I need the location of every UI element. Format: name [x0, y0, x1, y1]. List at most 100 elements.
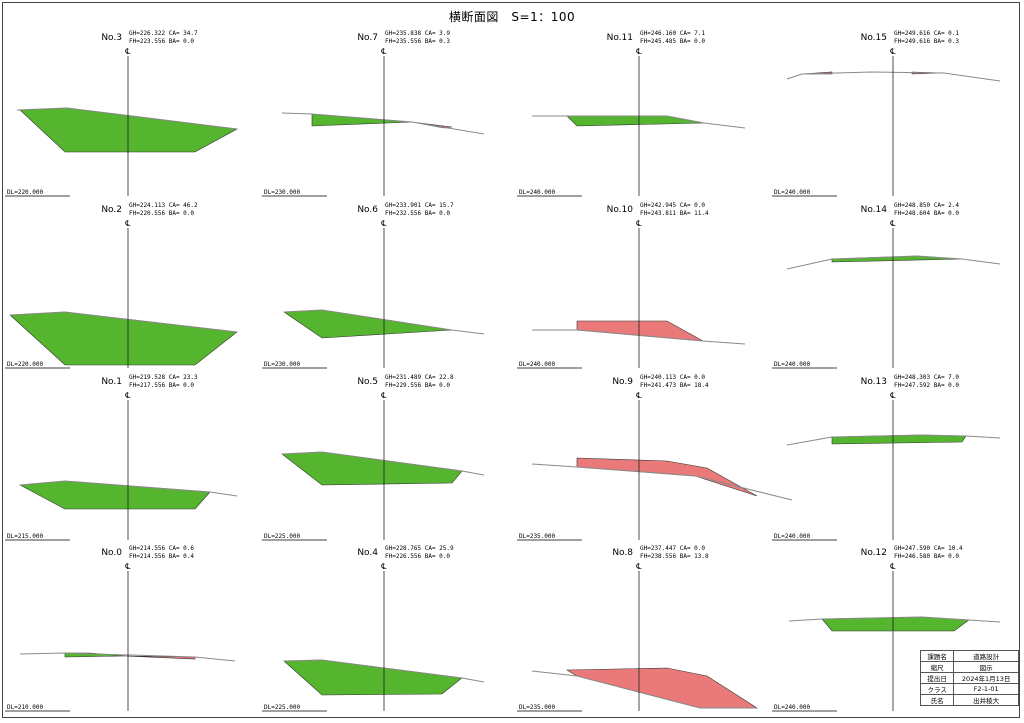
title-block-row: クラス F2-1-01 — [919, 683, 1019, 695]
fh-ba-text: FH=226.556 BA= 0.0 — [385, 553, 450, 560]
gh-ca-text: GH=219.528 CA= 23.3 — [129, 374, 198, 381]
section-no4: No.4 GH=228.765 CA= 25.9FH=226.556 BA= 0.… — [262, 545, 485, 712]
centerline-mark: ℄ — [890, 562, 896, 571]
gh-ca-text: GH=248.303 CA= 7.0 — [894, 374, 959, 381]
fill-area — [9, 311, 238, 366]
section-no1: No.1 GH=219.528 CA= 23.3FH=217.556 BA= 0.… — [5, 374, 238, 541]
datum-label: DL=240.000 — [774, 533, 811, 540]
gh-ca-text: GH=226.322 CA= 34.7 — [129, 30, 198, 37]
fh-ba-text: FH=238.556 BA= 13.8 — [640, 553, 709, 560]
fill-area — [283, 309, 453, 339]
centerline-mark: ℄ — [381, 47, 387, 56]
fill-area — [281, 451, 463, 486]
cut-area — [565, 667, 759, 709]
datum-label: DL=240.000 — [519, 189, 556, 196]
section-no14: No.14 GH=248.850 CA= 2.4FH=248.604 BA= 0.… — [772, 202, 1001, 369]
fh-ba-text: FH=243.811 BA= 11.4 — [640, 210, 709, 217]
title-block-row: 氏名 出井稜大 — [919, 694, 1019, 706]
fill-area — [283, 659, 463, 696]
ground-line — [9, 311, 238, 333]
section-no6: No.6 GH=233.901 CA= 15.7FH=232.556 BA= 0.… — [262, 202, 485, 369]
section-no5: No.5 GH=231.489 CA= 22.8FH=229.556 BA= 0.… — [262, 374, 485, 541]
ground-line — [283, 309, 485, 335]
section-no0: No.0 GH=214.556 CA= 0.6FH=214.556 BA= 0.4… — [5, 545, 236, 712]
ground-line — [786, 255, 1001, 270]
title-block-row: 縮尺 図示 — [919, 661, 1019, 673]
ground-line — [281, 112, 485, 135]
ground-line — [16, 107, 238, 130]
section-no7: No.7 GH=235.838 CA= 3.9FH=235.556 BA= 0.3… — [262, 30, 485, 197]
section-no9: No.9 GH=240.113 CA= 0.0FH=241.473 BA= 18.… — [517, 374, 793, 541]
datum-label: DL=240.000 — [519, 361, 556, 368]
fh-ba-text: FH=249.616 BA= 0.3 — [894, 38, 959, 45]
datum-label: DL=235.000 — [519, 704, 556, 711]
fh-ba-text: FH=223.556 BA= 0.0 — [129, 38, 194, 45]
gh-ca-text: GH=224.113 CA= 46.2 — [129, 202, 198, 209]
fh-ba-text: FH=241.473 BA= 18.4 — [640, 382, 709, 389]
title-block-key: クラス — [919, 683, 955, 695]
ground-line — [532, 115, 746, 129]
centerline-mark: ℄ — [381, 391, 387, 400]
centerline-mark: ℄ — [636, 47, 642, 56]
gh-ca-text: GH=235.838 CA= 3.9 — [385, 30, 450, 37]
gh-ca-text: GH=228.765 CA= 25.9 — [385, 545, 454, 552]
title-block-value: F2-1-01 — [953, 683, 1019, 695]
datum-label: DL=230.000 — [264, 361, 301, 368]
centerline-mark: ℄ — [381, 562, 387, 571]
section-number: No.5 — [357, 377, 378, 387]
ground-line — [19, 652, 236, 662]
ground-line — [531, 463, 793, 501]
title-block-key: 課題名 — [919, 650, 955, 662]
drawing-title: 横断面図 S=1：100 — [448, 10, 576, 24]
centerline-mark: ℄ — [125, 562, 131, 571]
gh-ca-text: GH=248.850 CA= 2.4 — [894, 202, 959, 209]
datum-label: DL=210.000 — [7, 704, 44, 711]
fh-ba-text: FH=235.556 BA= 0.3 — [385, 38, 450, 45]
gh-ca-text: GH=233.901 CA= 15.7 — [385, 202, 454, 209]
gh-ca-text: GH=242.945 CA= 0.0 — [640, 202, 705, 209]
title-block-key: 氏名 — [919, 694, 955, 706]
section-number: No.0 — [101, 548, 122, 558]
gh-ca-text: GH=249.616 CA= 0.1 — [894, 30, 959, 37]
fill-area — [19, 107, 238, 153]
centerline-mark: ℄ — [125, 219, 131, 228]
centerline-mark: ℄ — [890, 219, 896, 228]
ground-line — [283, 659, 485, 683]
gh-ca-text: GH=247.590 CA= 10.4 — [894, 545, 963, 552]
datum-label: DL=240.000 — [774, 704, 811, 711]
centerline-mark: ℄ — [890, 391, 896, 400]
title-block-row: 提出日 2024年1月13日 — [919, 672, 1019, 684]
fh-ba-text: FH=246.580 BA= 0.0 — [894, 553, 959, 560]
section-number: No.10 — [607, 205, 634, 215]
fh-ba-text: FH=247.592 BA= 0.0 — [894, 382, 959, 389]
fill-area — [566, 115, 705, 127]
gh-ca-text: GH=231.489 CA= 22.8 — [385, 374, 454, 381]
fh-ba-text: FH=217.556 BA= 0.0 — [129, 382, 194, 389]
datum-label: DL=240.000 — [774, 189, 811, 196]
section-number: No.12 — [861, 548, 887, 558]
section-no8: No.8 GH=237.447 CA= 0.0FH=238.556 BA= 13.… — [517, 545, 759, 712]
fh-ba-text: FH=220.556 BA= 0.0 — [129, 210, 194, 217]
gh-ca-text: GH=240.113 CA= 0.0 — [640, 374, 705, 381]
centerline-mark: ℄ — [636, 562, 642, 571]
datum-label: DL=225.000 — [264, 704, 301, 711]
centerline-mark: ℄ — [636, 219, 642, 228]
fh-ba-text: FH=248.604 BA= 0.0 — [894, 210, 959, 217]
ground-line — [531, 670, 757, 709]
section-number: No.4 — [357, 548, 378, 558]
centerline-mark: ℄ — [125, 391, 131, 400]
datum-label: DL=225.000 — [264, 533, 301, 540]
fh-ba-text: FH=214.556 BA= 0.4 — [129, 553, 194, 560]
datum-label: DL=220.000 — [7, 189, 44, 196]
section-no12: No.12 GH=247.590 CA= 10.4FH=246.580 BA= 0… — [772, 545, 1001, 712]
centerline-mark: ℄ — [890, 47, 896, 56]
fh-ba-text: FH=229.556 BA= 0.0 — [385, 382, 450, 389]
section-no11: No.11 GH=246.160 CA= 7.1FH=245.485 BA= 0.… — [517, 30, 746, 197]
gh-ca-text: GH=237.447 CA= 0.0 — [640, 545, 705, 552]
fh-ba-text: FH=245.485 BA= 0.0 — [640, 38, 705, 45]
section-no15: No.15 GH=249.616 CA= 0.1FH=249.616 BA= 0.… — [772, 30, 1001, 197]
gh-ca-text: GH=246.160 CA= 7.1 — [640, 30, 705, 37]
datum-label: DL=240.000 — [774, 361, 811, 368]
